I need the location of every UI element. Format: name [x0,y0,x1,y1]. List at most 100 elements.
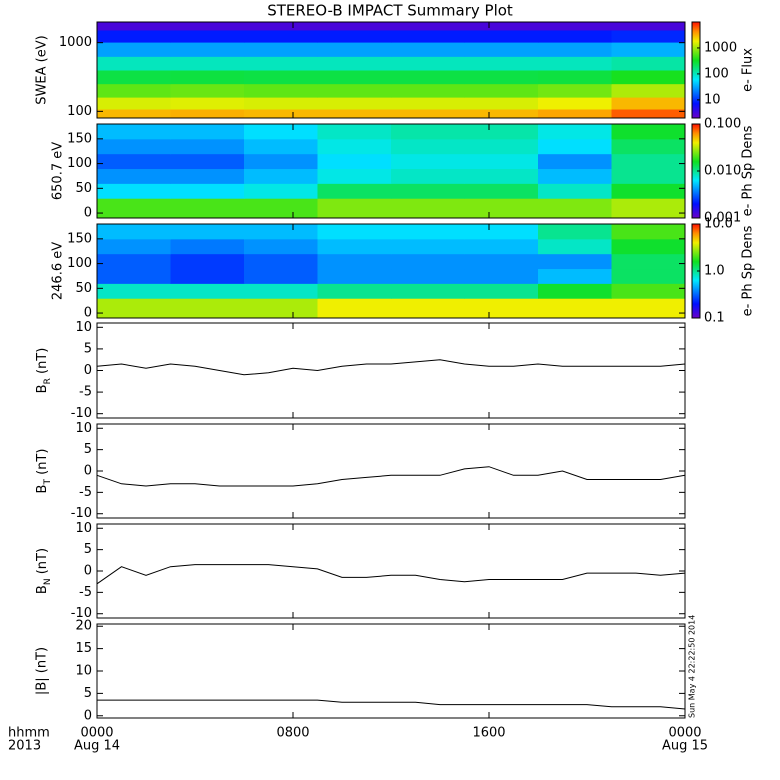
heatmap-cell [464,283,539,299]
heatmap-cell [538,97,612,110]
heatmap-cell [97,42,171,57]
heatmap-cell [97,198,171,219]
heatmap-cell [538,109,612,119]
heatmap-cell [244,268,318,284]
heatmap-cell [611,22,686,31]
heatmap-cell [391,22,465,31]
heatmap-cell [538,268,612,284]
plot-frame [96,223,686,319]
plot-frame [96,423,686,519]
heatmap-cell [391,109,465,119]
y-axis-label-sub: N [43,578,53,585]
heatmap-cell [317,109,392,119]
heatmap-cell [611,198,686,219]
heatmap-cell [317,42,392,57]
heatmap-cell [538,56,612,71]
heatmap-cell [97,183,171,199]
heatmap-cell [317,70,392,85]
heatmap-cell [244,224,318,240]
heatmap-cell [464,138,539,155]
y-axis-label: |B| (nT) [35,647,50,695]
y-axis-label-sub: R [43,378,53,384]
heatmap-cell [464,97,539,110]
heatmap-cell [611,283,686,299]
heatmap-cell [611,42,686,57]
heatmap-cell [611,124,686,140]
heatmap-cell [317,283,392,299]
colorbar-tick-label: 0.100 [704,117,741,132]
heatmap-cell [611,298,686,319]
heatmap-cell [317,138,392,155]
heatmap-cell [538,29,612,43]
y-axis-label-rest: (nT) [35,449,50,479]
heatmap-cell [170,268,245,284]
heatmap-cell [170,42,245,57]
plot-frame [96,123,686,219]
heatmap-cell [317,56,392,71]
heatmap-cell [391,138,465,155]
heatmap-cell [611,109,686,119]
y-tick-label: 5 [84,341,92,356]
heatmap-cell [464,298,539,319]
heatmap-cell [317,97,392,110]
heatmap-cell [244,29,318,43]
heatmap-cell [391,70,465,85]
heatmap-cell [611,97,686,110]
line [97,699,686,710]
y-axis-label-sub: T [43,479,53,486]
y-tick-label: -5 [79,485,92,500]
heatmap-cell [464,198,539,219]
heatmap-cell [170,183,245,199]
heatmap-cell [317,153,392,170]
heatmap-cell [391,124,465,140]
heatmap-cell [391,97,465,110]
heatmap-cell [97,109,171,119]
heatmap-cell [538,224,612,240]
heatmap-cell [391,42,465,57]
y-tick-label: 50 [75,281,92,296]
heatmap-cell [317,83,392,98]
plot-frame [96,623,686,719]
heatmap-cell [244,124,318,140]
date-label: Aug 14 [74,739,120,754]
heatmap-cell [317,253,392,270]
heatmap-cell [538,153,612,170]
heatmap-cell [97,168,171,184]
heatmap-cell [170,138,245,155]
plot-frame [96,322,686,419]
x-tick-label: 0000 [80,726,113,741]
y-tick-label: 150 [67,231,92,246]
heatmap-cell [170,238,245,255]
y-axis-label: BR (nT) [35,348,53,394]
colorbar-tick-label: 1.0 [704,264,725,279]
heatmap-cell [611,138,686,155]
heatmap-cell [170,198,245,219]
heatmap-cell [317,198,392,219]
colorbar-tick-label: 0.010 [704,164,741,179]
time-label: hhmm [8,726,50,741]
heatmap-cell [391,153,465,170]
heatmap-cell [464,238,539,255]
heatmap-cell [391,268,465,284]
heatmap-cell [170,109,245,119]
heatmap-cell [611,183,686,199]
heatmap-cell [97,83,171,98]
heatmap-cell [538,70,612,85]
heatmap-cell [97,124,171,140]
heatmap-cell [391,198,465,219]
heatmap-cell [317,22,392,31]
colorbar-label: e- Flux [741,48,756,92]
heatmap-cell [464,124,539,140]
heatmap-cell [391,168,465,184]
y-tick-label: -5 [79,385,92,400]
y-axis-label: 246.6 eV [51,242,66,300]
heatmap-cell [244,138,318,155]
y-axis-label-main: B [35,485,50,494]
heatmap-cell [464,109,539,119]
y-tick-label: 150 [67,131,92,146]
y-tick-label: 100 [67,156,92,171]
heatmap-cell [170,22,245,31]
heatmap-cell [244,70,318,85]
y-tick-label: 10 [75,320,92,335]
